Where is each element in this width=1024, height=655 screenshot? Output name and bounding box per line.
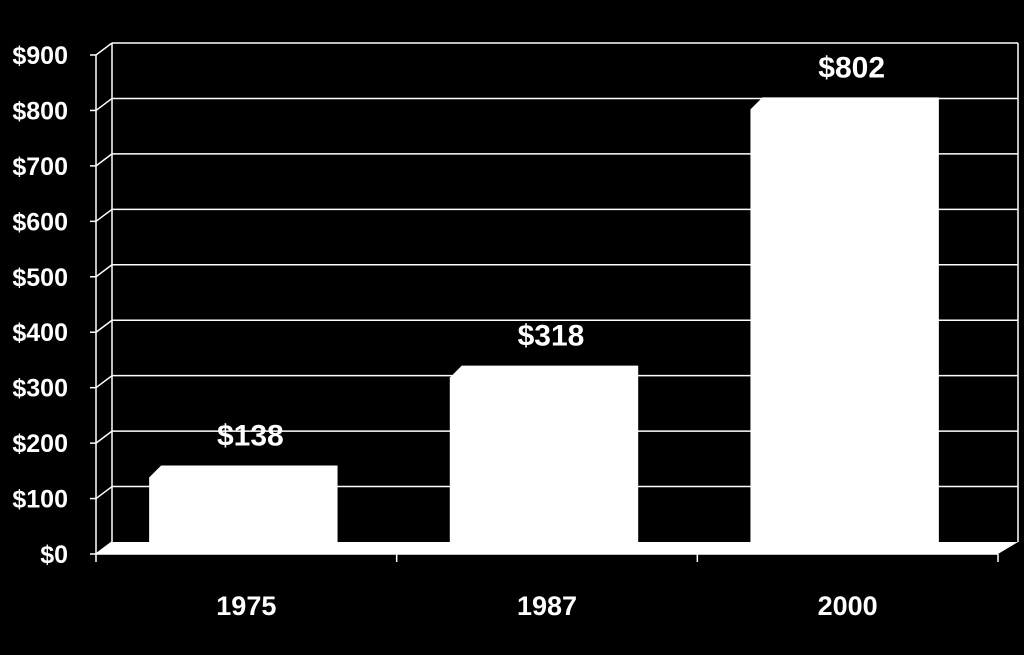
gridline-side xyxy=(95,485,113,500)
y-tick-label: $0 xyxy=(40,541,68,569)
bar xyxy=(149,465,338,542)
gridline-side xyxy=(95,430,113,444)
gridline-side xyxy=(95,208,113,222)
x-category-label: 2000 xyxy=(818,591,878,621)
bar-value-label: $318 xyxy=(518,320,585,353)
y-tick-label: $200 xyxy=(12,430,68,458)
y-tick-label: $700 xyxy=(12,153,68,181)
gridline-side xyxy=(95,264,113,278)
gridline-side xyxy=(95,375,113,389)
gridline-side xyxy=(95,319,113,333)
y-tick-label: $400 xyxy=(12,319,68,347)
y-tick-label: $900 xyxy=(12,42,68,70)
bar-value-label: $138 xyxy=(217,419,284,452)
x-category-label: 1987 xyxy=(517,591,577,621)
gridline-side xyxy=(95,97,113,112)
axes xyxy=(90,43,1019,562)
chart-floor xyxy=(96,542,1018,554)
bar xyxy=(449,365,639,542)
bar-value-label: $802 xyxy=(818,51,885,84)
y-tick-label: $300 xyxy=(12,375,68,403)
gridline-side xyxy=(95,42,113,56)
y-tick-label: $600 xyxy=(12,208,68,236)
y-tick-label: $800 xyxy=(12,97,68,125)
labels: $0 $100 $200 $300 $400 $500 $600 $700 $800 $900 $1… xyxy=(12,42,885,621)
gridline-side xyxy=(95,153,113,167)
y-tick-label: $100 xyxy=(12,486,68,514)
y-tick-label: $500 xyxy=(12,264,68,292)
bar xyxy=(750,97,939,542)
x-category-label: 1975 xyxy=(216,591,276,621)
bars xyxy=(149,97,939,542)
